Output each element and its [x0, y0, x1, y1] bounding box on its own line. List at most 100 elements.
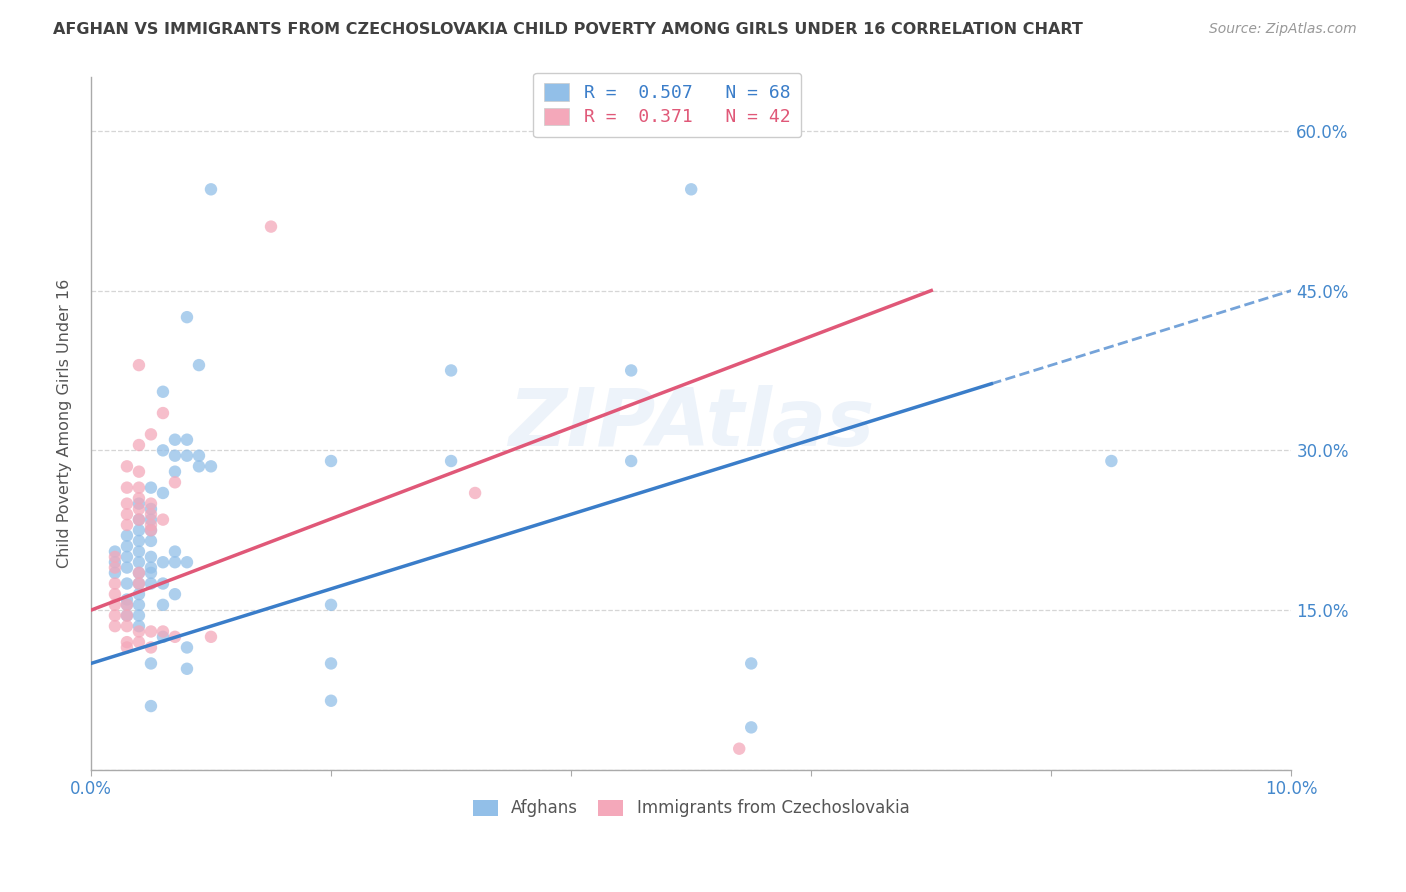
Point: [163, 544, 186, 558]
Point: [128, 513, 150, 527]
Point: [139, 523, 162, 537]
Point: [104, 555, 127, 569]
Point: [115, 576, 138, 591]
Point: [681, 182, 703, 196]
Point: [115, 608, 138, 623]
Point: [115, 528, 138, 542]
Point: [176, 433, 198, 447]
Point: [152, 598, 174, 612]
Legend: Afghans, Immigrants from Czechoslovakia: Afghans, Immigrants from Czechoslovakia: [467, 793, 917, 824]
Point: [620, 454, 643, 468]
Point: [115, 592, 138, 607]
Point: [139, 576, 162, 591]
Point: [139, 549, 162, 564]
Point: [152, 406, 174, 420]
Point: [319, 694, 342, 708]
Point: [115, 508, 138, 522]
Point: [152, 576, 174, 591]
Point: [128, 358, 150, 372]
Point: [139, 497, 162, 511]
Point: [115, 539, 138, 553]
Point: [115, 459, 138, 474]
Point: [128, 544, 150, 558]
Point: [128, 555, 150, 569]
Text: ZIPAtlas: ZIPAtlas: [508, 384, 875, 463]
Point: [620, 363, 643, 377]
Point: [128, 513, 150, 527]
Point: [128, 587, 150, 601]
Point: [128, 481, 150, 495]
Point: [128, 465, 150, 479]
Point: [319, 657, 342, 671]
Point: [139, 513, 162, 527]
Text: Source: ZipAtlas.com: Source: ZipAtlas.com: [1209, 22, 1357, 37]
Point: [152, 384, 174, 399]
Point: [176, 662, 198, 676]
Point: [104, 549, 127, 564]
Point: [128, 576, 150, 591]
Point: [163, 587, 186, 601]
Point: [128, 608, 150, 623]
Point: [128, 566, 150, 580]
Point: [128, 491, 150, 506]
Point: [152, 443, 174, 458]
Point: [115, 598, 138, 612]
Point: [139, 560, 162, 574]
Point: [200, 182, 222, 196]
Point: [319, 598, 342, 612]
Point: [128, 576, 150, 591]
Point: [128, 497, 150, 511]
Point: [200, 630, 222, 644]
Point: [128, 598, 150, 612]
Point: [139, 657, 162, 671]
Point: [139, 508, 162, 522]
Point: [188, 358, 211, 372]
Point: [104, 576, 127, 591]
Point: [152, 555, 174, 569]
Point: [139, 427, 162, 442]
Point: [104, 619, 127, 633]
Point: [139, 624, 162, 639]
Point: [104, 566, 127, 580]
Point: [139, 517, 162, 532]
Point: [115, 635, 138, 649]
Point: [128, 624, 150, 639]
Point: [128, 619, 150, 633]
Point: [128, 566, 150, 580]
Point: [440, 454, 463, 468]
Point: [188, 459, 211, 474]
Point: [728, 741, 751, 756]
Point: [115, 598, 138, 612]
Point: [115, 640, 138, 655]
Point: [152, 486, 174, 500]
Point: [163, 465, 186, 479]
Point: [1099, 454, 1122, 468]
Point: [115, 549, 138, 564]
Point: [188, 449, 211, 463]
Point: [163, 433, 186, 447]
Point: [115, 608, 138, 623]
Point: [176, 640, 198, 655]
Point: [104, 560, 127, 574]
Point: [740, 720, 762, 734]
Point: [319, 454, 342, 468]
Point: [139, 533, 162, 548]
Point: [176, 555, 198, 569]
Point: [115, 560, 138, 574]
Point: [139, 640, 162, 655]
Point: [115, 481, 138, 495]
Point: [163, 475, 186, 490]
Point: [260, 219, 283, 234]
Point: [163, 555, 186, 569]
Point: [115, 517, 138, 532]
Point: [152, 624, 174, 639]
Point: [104, 544, 127, 558]
Point: [176, 449, 198, 463]
Point: [104, 598, 127, 612]
Point: [163, 630, 186, 644]
Point: [128, 502, 150, 516]
Point: [128, 533, 150, 548]
Point: [139, 566, 162, 580]
Y-axis label: Child Poverty Among Girls Under 16: Child Poverty Among Girls Under 16: [58, 279, 72, 568]
Point: [139, 502, 162, 516]
